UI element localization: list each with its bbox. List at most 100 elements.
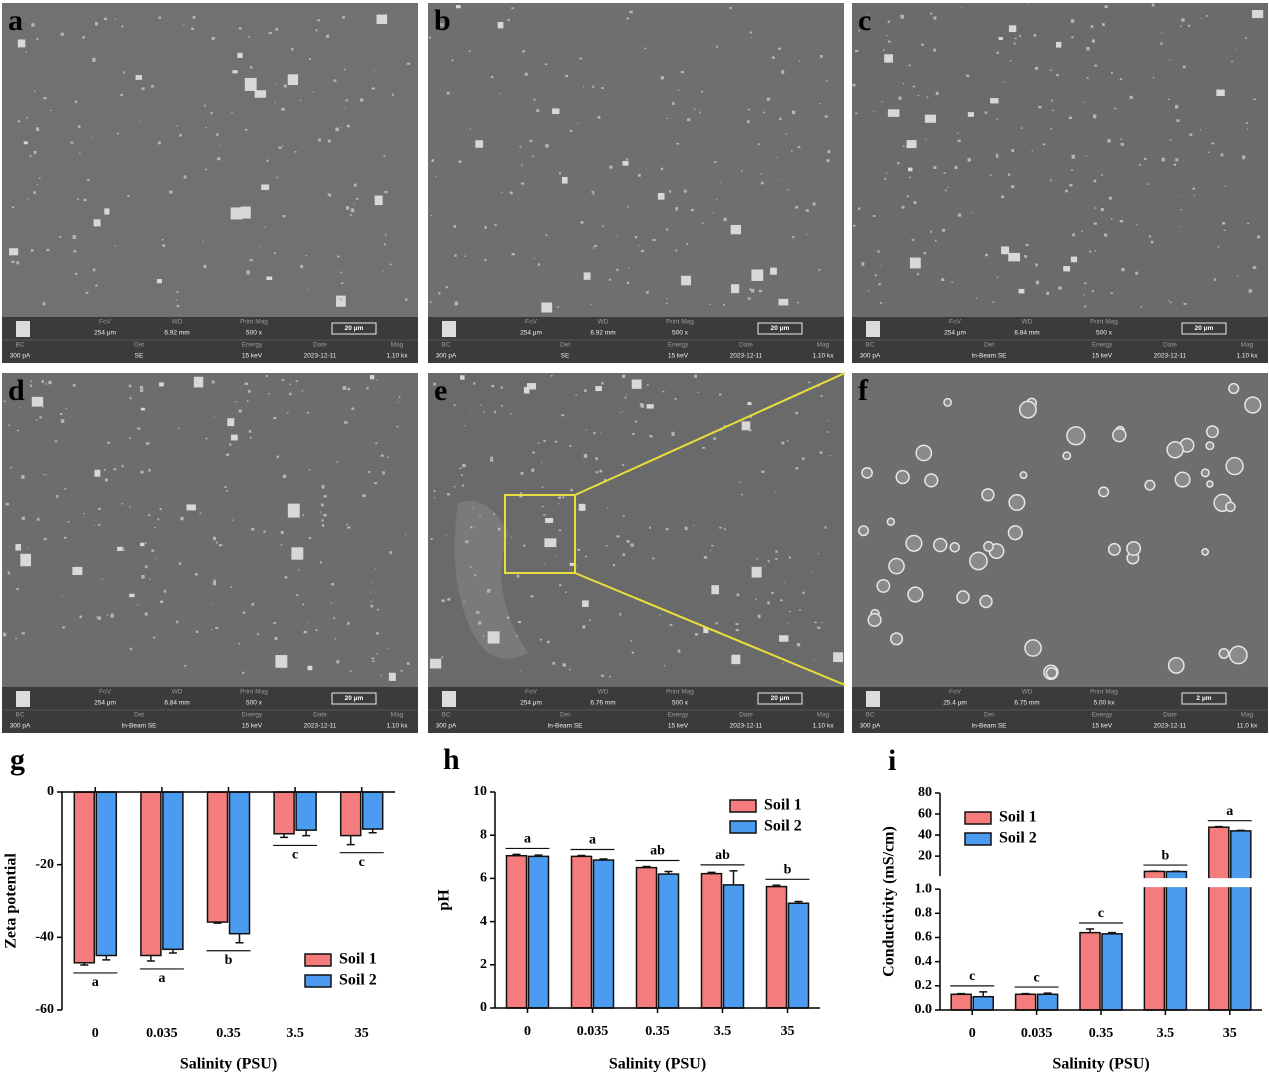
particle	[748, 429, 752, 432]
particle	[1225, 456, 1244, 476]
particle	[873, 111, 875, 112]
particle	[575, 394, 578, 396]
particle	[536, 109, 540, 113]
particle	[1018, 400, 1037, 419]
y-axis-label: Zeta potential	[3, 853, 20, 949]
particle	[280, 530, 284, 535]
particle	[459, 467, 462, 470]
info-header: Mag	[1241, 712, 1254, 719]
particle	[323, 495, 327, 498]
info-header: Date	[739, 712, 753, 719]
particle	[10, 466, 13, 469]
particle	[1220, 153, 1224, 157]
bar	[527, 855, 550, 1009]
significance-letter: b	[1162, 848, 1170, 863]
particle	[469, 412, 471, 414]
particle	[154, 557, 157, 560]
particle	[23, 141, 28, 145]
sem-panel: FoV 254 μm WD 6.92 mm Print Mag 500 x BC 300 pA…	[2, 3, 418, 363]
particle	[739, 481, 742, 483]
particle	[59, 236, 62, 238]
particle	[1013, 42, 1016, 45]
info-header: BC	[441, 712, 450, 719]
particle	[1072, 233, 1075, 237]
particle	[340, 126, 342, 128]
particle	[631, 651, 635, 654]
particle	[213, 579, 217, 583]
significance-letter: ab	[650, 844, 665, 859]
particle	[1056, 74, 1059, 77]
particle	[520, 670, 522, 672]
particle	[1066, 426, 1086, 446]
particle	[227, 418, 235, 427]
particle	[453, 225, 457, 228]
particle	[565, 591, 567, 593]
particle	[663, 664, 666, 667]
particle	[336, 660, 340, 664]
particle	[265, 375, 268, 377]
particle	[83, 512, 85, 515]
particle	[619, 612, 622, 615]
particle	[261, 184, 270, 190]
particle	[230, 434, 238, 441]
particle	[347, 387, 351, 391]
particle	[579, 57, 583, 60]
particle	[775, 558, 778, 560]
particle	[446, 91, 450, 95]
particle	[684, 526, 688, 530]
particle	[1070, 169, 1074, 171]
particle	[619, 614, 622, 616]
particle	[116, 132, 119, 135]
particle	[276, 176, 279, 179]
error-bar	[80, 962, 89, 966]
particle	[305, 255, 308, 257]
particle	[7, 571, 11, 575]
particle	[1062, 451, 1072, 461]
particle	[331, 583, 335, 586]
info-value: 6.84 mm	[1014, 330, 1039, 337]
particle	[161, 238, 164, 241]
scale-bar	[757, 322, 803, 335]
particle	[813, 659, 815, 661]
chart: i 0 c 0.035 c 0.35 c 3.5 b 35 a 0.0 0.2 0.4 0.6 0.8 1.0 2…	[881, 744, 1263, 1073]
significance-letter: a	[589, 833, 596, 848]
particle	[520, 492, 523, 495]
particle	[25, 51, 27, 53]
particle	[676, 142, 680, 145]
info-value: 15 keV	[1092, 723, 1113, 730]
particle	[244, 128, 248, 131]
legend-label: Soil 1	[339, 951, 377, 968]
particle	[440, 23, 444, 27]
info-header: BC	[865, 712, 874, 719]
particle	[330, 602, 332, 604]
particle	[1252, 266, 1257, 269]
particle	[9, 248, 19, 256]
particle	[429, 301, 432, 304]
particle	[989, 174, 992, 176]
particle	[98, 507, 101, 510]
sem-panel: FoV 25.4 μm WD 6.75 mm Print Mag 5.00 kx BC 300…	[852, 373, 1268, 733]
info-value: In-Beam SE	[547, 723, 583, 730]
particle	[1071, 154, 1075, 159]
particle	[299, 99, 302, 102]
info-header: Date	[1163, 342, 1177, 349]
particle	[550, 375, 553, 377]
particle	[778, 298, 789, 306]
info-header: Det	[134, 342, 144, 349]
info-header: Date	[1163, 712, 1177, 719]
particle	[543, 514, 546, 516]
particle	[957, 213, 962, 217]
particle	[50, 109, 52, 111]
particle	[924, 473, 939, 488]
particle	[647, 384, 649, 386]
particle	[509, 191, 513, 195]
particle	[645, 291, 649, 294]
particle	[635, 420, 638, 423]
bar	[592, 859, 615, 1009]
particle	[1108, 196, 1113, 200]
particle	[1246, 128, 1249, 130]
particle	[38, 177, 41, 179]
particle	[1110, 292, 1113, 295]
particle	[624, 396, 627, 399]
scale-bar	[331, 692, 377, 705]
